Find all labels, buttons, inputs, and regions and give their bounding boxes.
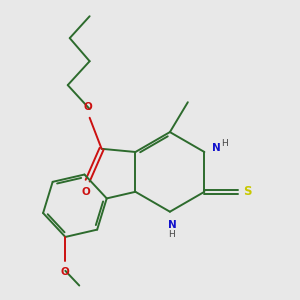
Text: O: O	[81, 188, 90, 197]
Text: N: N	[212, 143, 220, 153]
Text: H: H	[221, 139, 228, 148]
Text: H: H	[169, 230, 175, 238]
Text: O: O	[61, 267, 70, 277]
Text: N: N	[167, 220, 176, 230]
Text: S: S	[243, 185, 252, 198]
Text: O: O	[83, 102, 92, 112]
